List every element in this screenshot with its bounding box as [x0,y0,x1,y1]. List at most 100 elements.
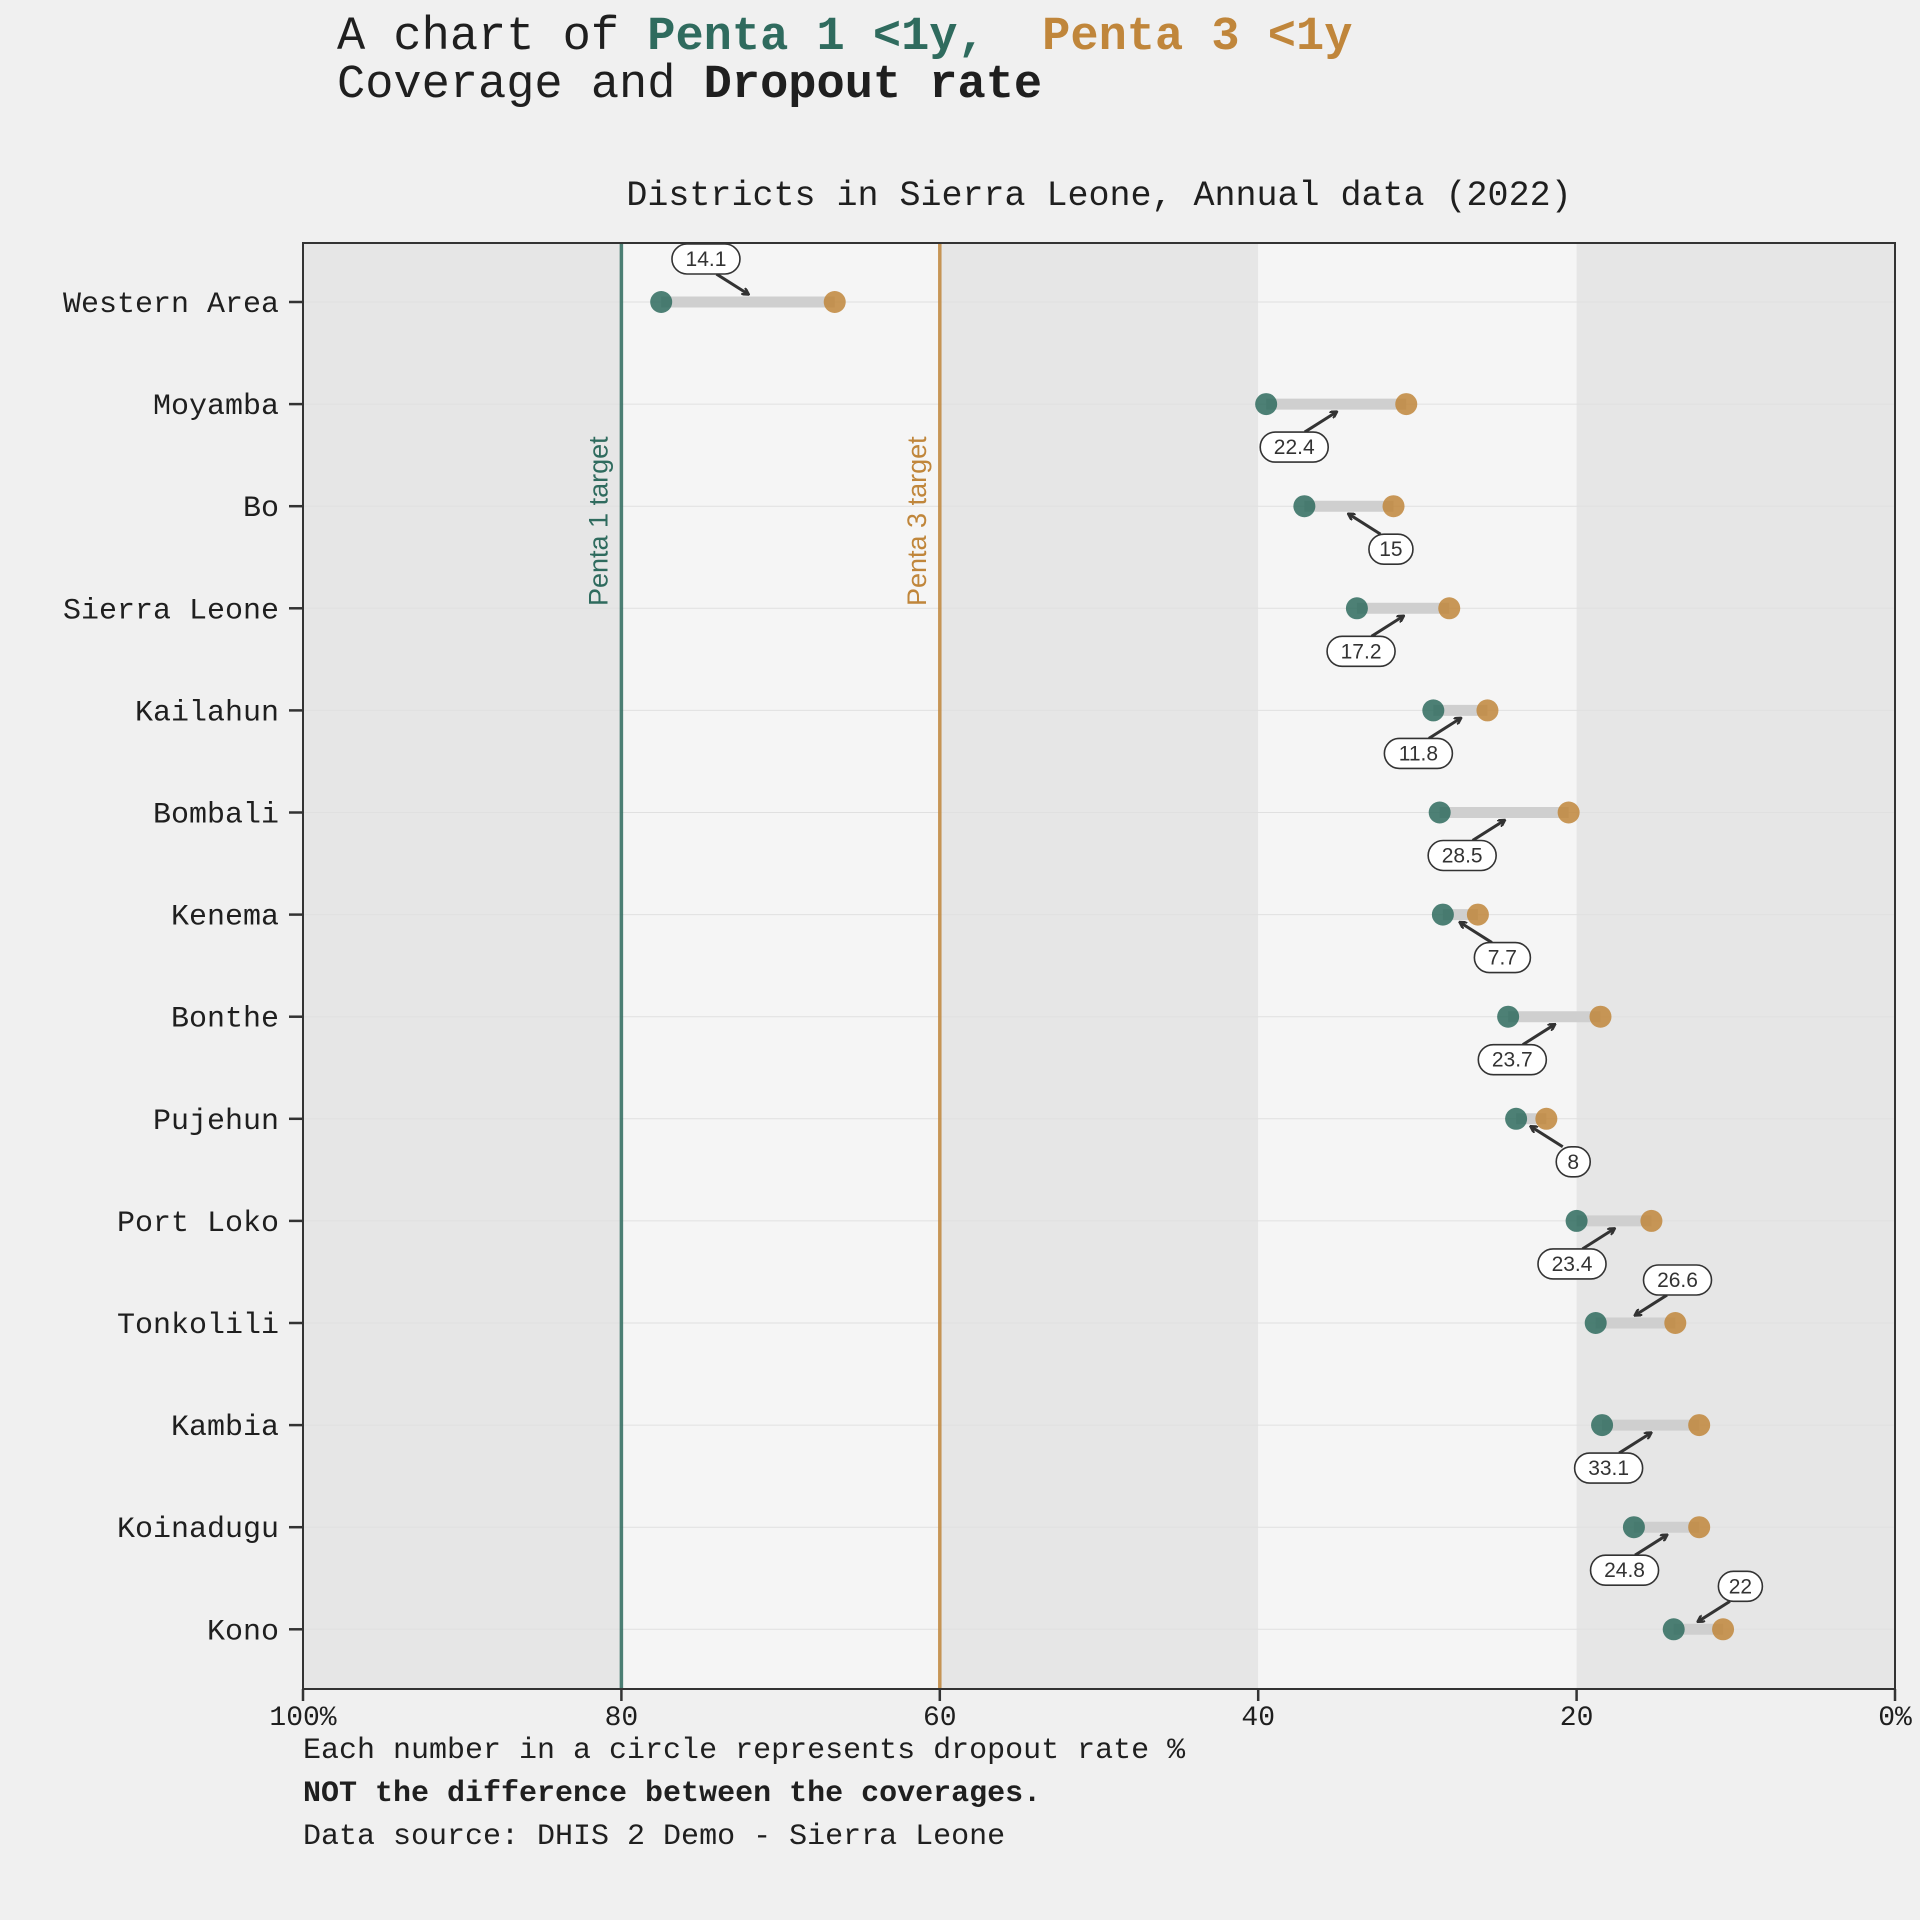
x-tick-label-4: 20 [1560,1703,1594,1734]
dropout-arrow-6 [1460,923,1493,944]
dropout-badge-6 [1473,941,1532,974]
y-tick-label-5: Bombali [153,799,279,833]
penta1-point-7 [1497,1005,1520,1028]
y-tick-label-12: Koinadugu [117,1513,279,1547]
dropout-label-11: 33.1 [1588,1457,1629,1480]
dropout-badge-7 [1477,1043,1548,1076]
dropout-badge-2 [1368,533,1414,566]
y-tick-label-8: Pujehun [153,1105,279,1139]
dropout-label-8: 8 [1567,1151,1579,1174]
penta3-point-13 [1712,1618,1735,1641]
dropout-arrow-5 [1471,821,1505,842]
penta3-point-5 [1557,801,1580,824]
y-tick-label-2: Bo [243,492,279,526]
background-band-0 [303,243,622,1689]
target-label-1: Penta 3 target [902,436,932,606]
penta1-point-11 [1591,1414,1614,1437]
penta1-point-4 [1422,699,1445,722]
title-prefix: A chart of [337,11,648,64]
y-tick-label-10: Tonkolili [117,1309,279,1343]
x-tick-label-1: 80 [605,1703,639,1734]
dropout-arrow-9 [1581,1229,1615,1251]
y-tick-label-3: Sierra Leone [63,594,279,628]
title-dropout: Dropout rate [703,59,1043,112]
penta1-point-10 [1584,1312,1607,1334]
penta1-point-5 [1428,801,1451,824]
penta1-point-2 [1293,495,1316,518]
footnotes: Each number in a circle represents dropo… [303,1730,1185,1859]
dropout-label-5: 28.5 [1442,845,1483,868]
penta3-point-4 [1476,699,1499,722]
dropout-badge-1 [1259,431,1330,463]
dropout-badge-8 [1555,1146,1592,1178]
dropout-arrow-11 [1618,1433,1651,1455]
penta3-point-10 [1664,1312,1687,1334]
dropout-arrow-0 [715,272,748,294]
dropout-label-10: 26.6 [1657,1269,1698,1292]
dropout-badge-12 [1589,1554,1660,1586]
dropout-arrow-7 [1522,1025,1555,1046]
dropout-badge-9 [1537,1248,1607,1280]
dropout-label-0: 14.1 [686,248,727,271]
title-penta3: Penta 3 <1y [1042,11,1353,64]
dropout-arrow-12 [1634,1535,1667,1557]
dropout-label-4: 11.8 [1399,742,1438,765]
penta3-point-0 [823,291,846,313]
x-tick-label-3: 40 [1241,1703,1275,1734]
background-band-1 [621,243,940,1689]
penta3-point-3 [1438,597,1461,620]
dropout-arrow-2 [1349,514,1382,536]
penta1-point-0 [650,291,673,313]
x-tick-label-5: 0% [1878,1703,1912,1734]
penta1-point-3 [1345,597,1368,620]
penta1-point-12 [1622,1516,1645,1539]
footnote-1: Each number in a circle represents dropo… [303,1734,1186,1768]
dropout-badge-3 [1326,635,1396,668]
dropout-arrow-3 [1370,616,1404,638]
y-tick-label-11: Kambia [171,1411,279,1445]
background-band-2 [939,243,1259,1689]
dropout-arrow-13 [1698,1600,1731,1621]
dropout-arrow-10 [1636,1293,1668,1315]
dropout-arrow-4 [1428,718,1461,740]
dropout-arrow-1 [1303,412,1337,434]
x-tick-label-0: 100% [269,1703,336,1734]
footnote-3: Data source: DHIS 2 Demo - Sierra Leone [303,1820,1006,1854]
chart-title: A chart of Penta 1 <1y, Penta 3 <1y Cove… [337,14,1352,110]
x-tick-label-2: 60 [923,1703,957,1734]
chart-subtitle: Districts in Sierra Leone, Annual data (… [626,176,1572,216]
dropout-badge-4 [1383,737,1454,770]
penta3-point-1 [1395,393,1418,416]
dropout-label-6: 7.7 [1488,947,1517,970]
dropout-label-7: 23.7 [1492,1049,1533,1072]
dropout-badge-11 [1573,1452,1644,1484]
penta3-point-7 [1589,1005,1612,1028]
y-tick-label-4: Kailahun [135,696,279,730]
dropout-label-13: 22 [1729,1575,1752,1598]
dropout-label-3: 17.2 [1341,640,1382,663]
dropout-label-12: 24.8 [1604,1559,1645,1582]
target-label-0: Penta 1 target [583,436,613,606]
plot-frame [302,242,1896,1690]
penta1-point-1 [1255,393,1278,416]
penta3-point-6 [1466,903,1489,926]
dropout-label-9: 23.4 [1552,1253,1593,1276]
dropout-badge-10 [1642,1264,1713,1296]
penta3-point-2 [1382,495,1405,518]
penta1-point-8 [1505,1107,1528,1130]
penta3-point-12 [1688,1516,1711,1539]
penta1-point-9 [1565,1209,1588,1232]
penta1-point-6 [1431,903,1454,926]
y-tick-label-7: Bonthe [171,1003,279,1037]
y-tick-label-0: Western Area [63,288,279,322]
y-tick-label-13: Kono [207,1615,279,1649]
y-tick-label-9: Port Loko [117,1207,279,1241]
penta3-point-8 [1535,1107,1558,1130]
dropout-arrow-8 [1531,1127,1564,1149]
dropout-label-1: 22.4 [1274,436,1315,459]
footnote-2: NOT the difference between the coverages… [303,1777,1042,1811]
penta1-point-13 [1662,1618,1685,1641]
dropout-label-2: 15 [1379,538,1402,561]
penta3-point-11 [1688,1414,1711,1437]
